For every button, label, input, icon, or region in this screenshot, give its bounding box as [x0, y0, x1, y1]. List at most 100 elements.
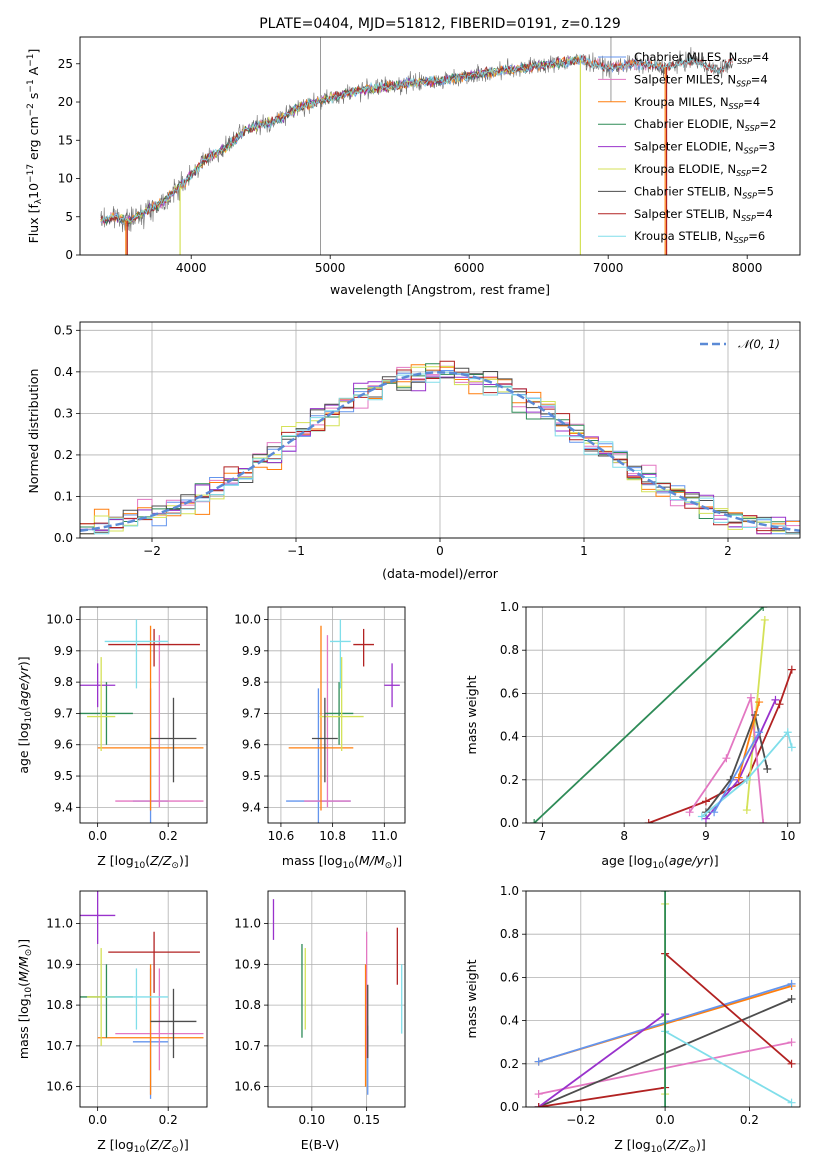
mass-vs-extinction-panel: 0.10 0.15 10.6 10.7 10.8 10.9 11.0 — [234, 890, 406, 1127]
mass-weight-marker — [771, 695, 780, 704]
y-tick-label: 9.7 — [54, 706, 73, 720]
age-vs-mass-panel: 10.6 10.8 11.0 9.4 9.5 9.6 9.7 9.8 9.9 10.0 — [234, 606, 406, 843]
mass-weight-marker — [742, 775, 751, 784]
age-vs-metallicity-panel: 0.0 0.2 9.4 9.5 9.6 9.7 9.8 9.9 10.0 — [46, 606, 208, 843]
mass-weight-line — [538, 1013, 666, 1107]
y-tick-label: 0.2 — [54, 448, 73, 462]
axes-frame — [79, 36, 801, 256]
mwZ-ylabel: mass weight — [464, 959, 479, 1038]
y-tick-label: 9.4 — [242, 800, 261, 814]
mass-ylabel: mass [log10(M/M⊙)] — [16, 939, 34, 1059]
gaussian-reference-line — [80, 371, 800, 532]
axes-frame — [79, 321, 801, 539]
y-tick-label: 11.0 — [46, 917, 73, 931]
y-tick-label: 9.6 — [242, 738, 261, 752]
y-tick-label: 0.6 — [500, 970, 519, 984]
y-tick-label: 0.5 — [54, 323, 73, 337]
x-tick-label: 2 — [724, 544, 732, 558]
plot-area — [272, 899, 403, 1095]
x-tick-label: 4000 — [176, 261, 207, 275]
y-tick-label: 9.9 — [242, 644, 261, 658]
x-tick-label: 5000 — [315, 261, 346, 275]
x-tick-label: 9 — [702, 829, 710, 843]
mass-weight-vs-metallicity-panel: −0.2 0.0 0.2 0.0 0.2 0.4 0.6 0.8 1.0 — [500, 884, 801, 1127]
y-tick-label: 9.8 — [54, 675, 73, 689]
massEbv-xlabel: E(B-V) — [301, 1137, 340, 1152]
x-tick-label: 0.15 — [353, 1113, 380, 1127]
y-tick-label: 0.1 — [54, 489, 73, 503]
y-tick-label: 11.0 — [234, 917, 261, 931]
y-tick-label: 0.4 — [54, 365, 73, 379]
age-ylabel: age [log10(age/yr)] — [16, 656, 34, 773]
y-tick-label: 1.0 — [500, 884, 519, 898]
legend-label: Chabrier STELIB, NSSP=5 — [634, 184, 774, 200]
mass-weight-marker — [697, 812, 706, 821]
y-tick-label: 0 — [65, 248, 73, 262]
x-tick-label: −0.2 — [566, 1113, 595, 1127]
x-tick-label: 0.0 — [656, 1113, 675, 1127]
mass-weight-line — [705, 711, 769, 813]
ageMass-xlabel: mass [log10(M/M⊙)] — [282, 853, 402, 871]
mass-weight-line — [688, 697, 765, 823]
mass-weight-marker — [755, 698, 764, 707]
mass-weight-line — [713, 731, 760, 813]
axes-frame — [267, 890, 406, 1108]
mass-weight-marker — [534, 1103, 543, 1107]
residual-histogram-step — [80, 371, 800, 535]
mass-weight-marker — [787, 1059, 796, 1068]
y-tick-label: 10.8 — [46, 998, 73, 1012]
x-tick-label: 10 — [780, 829, 795, 843]
y-tick-label: 0.8 — [500, 927, 519, 941]
y-tick-label: 0.6 — [500, 686, 519, 700]
mass-weight-marker — [787, 743, 796, 752]
y-tick-label: 10.8 — [234, 998, 261, 1012]
y-tick-label: 5 — [65, 210, 73, 224]
y-tick-label: 1.0 — [500, 600, 519, 614]
x-tick-label: 10.8 — [319, 829, 346, 843]
axes-frame — [525, 606, 801, 824]
mass-weight-marker — [530, 819, 539, 823]
mass-weight-marker — [534, 1057, 543, 1066]
spectrum-model-line — [100, 55, 733, 224]
mwAge-ylabel: mass weight — [464, 675, 479, 754]
mass-weight-marker — [722, 754, 731, 763]
plot-area — [534, 891, 796, 1107]
x-tick-label: 7000 — [593, 261, 624, 275]
y-tick-label: 10.6 — [46, 1080, 73, 1094]
mass-weight-line — [533, 607, 764, 823]
spectrum-model-line — [100, 54, 733, 224]
y-tick-label: 25 — [58, 57, 73, 71]
x-tick-label: 0.0 — [88, 829, 107, 843]
x-tick-label: −2 — [143, 544, 161, 558]
x-tick-label: 0.0 — [88, 1113, 107, 1127]
plot-area — [80, 891, 204, 1099]
x-tick-label: 8000 — [732, 261, 763, 275]
x-tick-label: 1 — [580, 544, 588, 558]
plot-area — [80, 360, 800, 535]
legend-label: Chabrier MILES, NSSP=4 — [634, 50, 769, 66]
y-tick-label: 10.7 — [234, 1039, 261, 1053]
spectrum-ylabel: Flux [fλ10−17 erg cm−2 s−1 A−1] — [26, 49, 44, 244]
plot-area — [80, 619, 204, 823]
mwZ-xlabel: Z [log10(Z/Z⊙)] — [614, 1137, 705, 1155]
x-tick-label: 7 — [539, 829, 547, 843]
mass-weight-marker — [787, 665, 796, 674]
mass-weight-marker — [661, 1103, 670, 1107]
mass-weight-marker — [685, 808, 694, 817]
y-tick-label: 9.5 — [242, 769, 261, 783]
mass-weight-marker — [701, 797, 710, 806]
mass-weight-marker — [755, 728, 764, 737]
mass-weight-marker — [787, 979, 796, 988]
x-tick-label: 0.2 — [740, 1113, 759, 1127]
mass-weight-marker — [661, 891, 670, 895]
residual-histogram-panel: −2 −1 0 1 2 0.0 0.1 0.2 0.3 0.4 0.5 𝒩(0, 1) — [54, 321, 801, 558]
figure-title: PLATE=0404, MJD=51812, FIBERID=0191, z=0… — [259, 16, 621, 32]
axes-frame — [525, 890, 801, 1108]
y-tick-label: 10.9 — [46, 957, 73, 971]
x-tick-label: 0.2 — [159, 829, 178, 843]
ageZ-xlabel: Z [log10(Z/Z⊙)] — [97, 853, 188, 871]
mass-weight-line — [664, 1030, 793, 1104]
y-tick-label: 20 — [58, 95, 73, 109]
y-tick-label: 0.4 — [500, 1014, 519, 1028]
